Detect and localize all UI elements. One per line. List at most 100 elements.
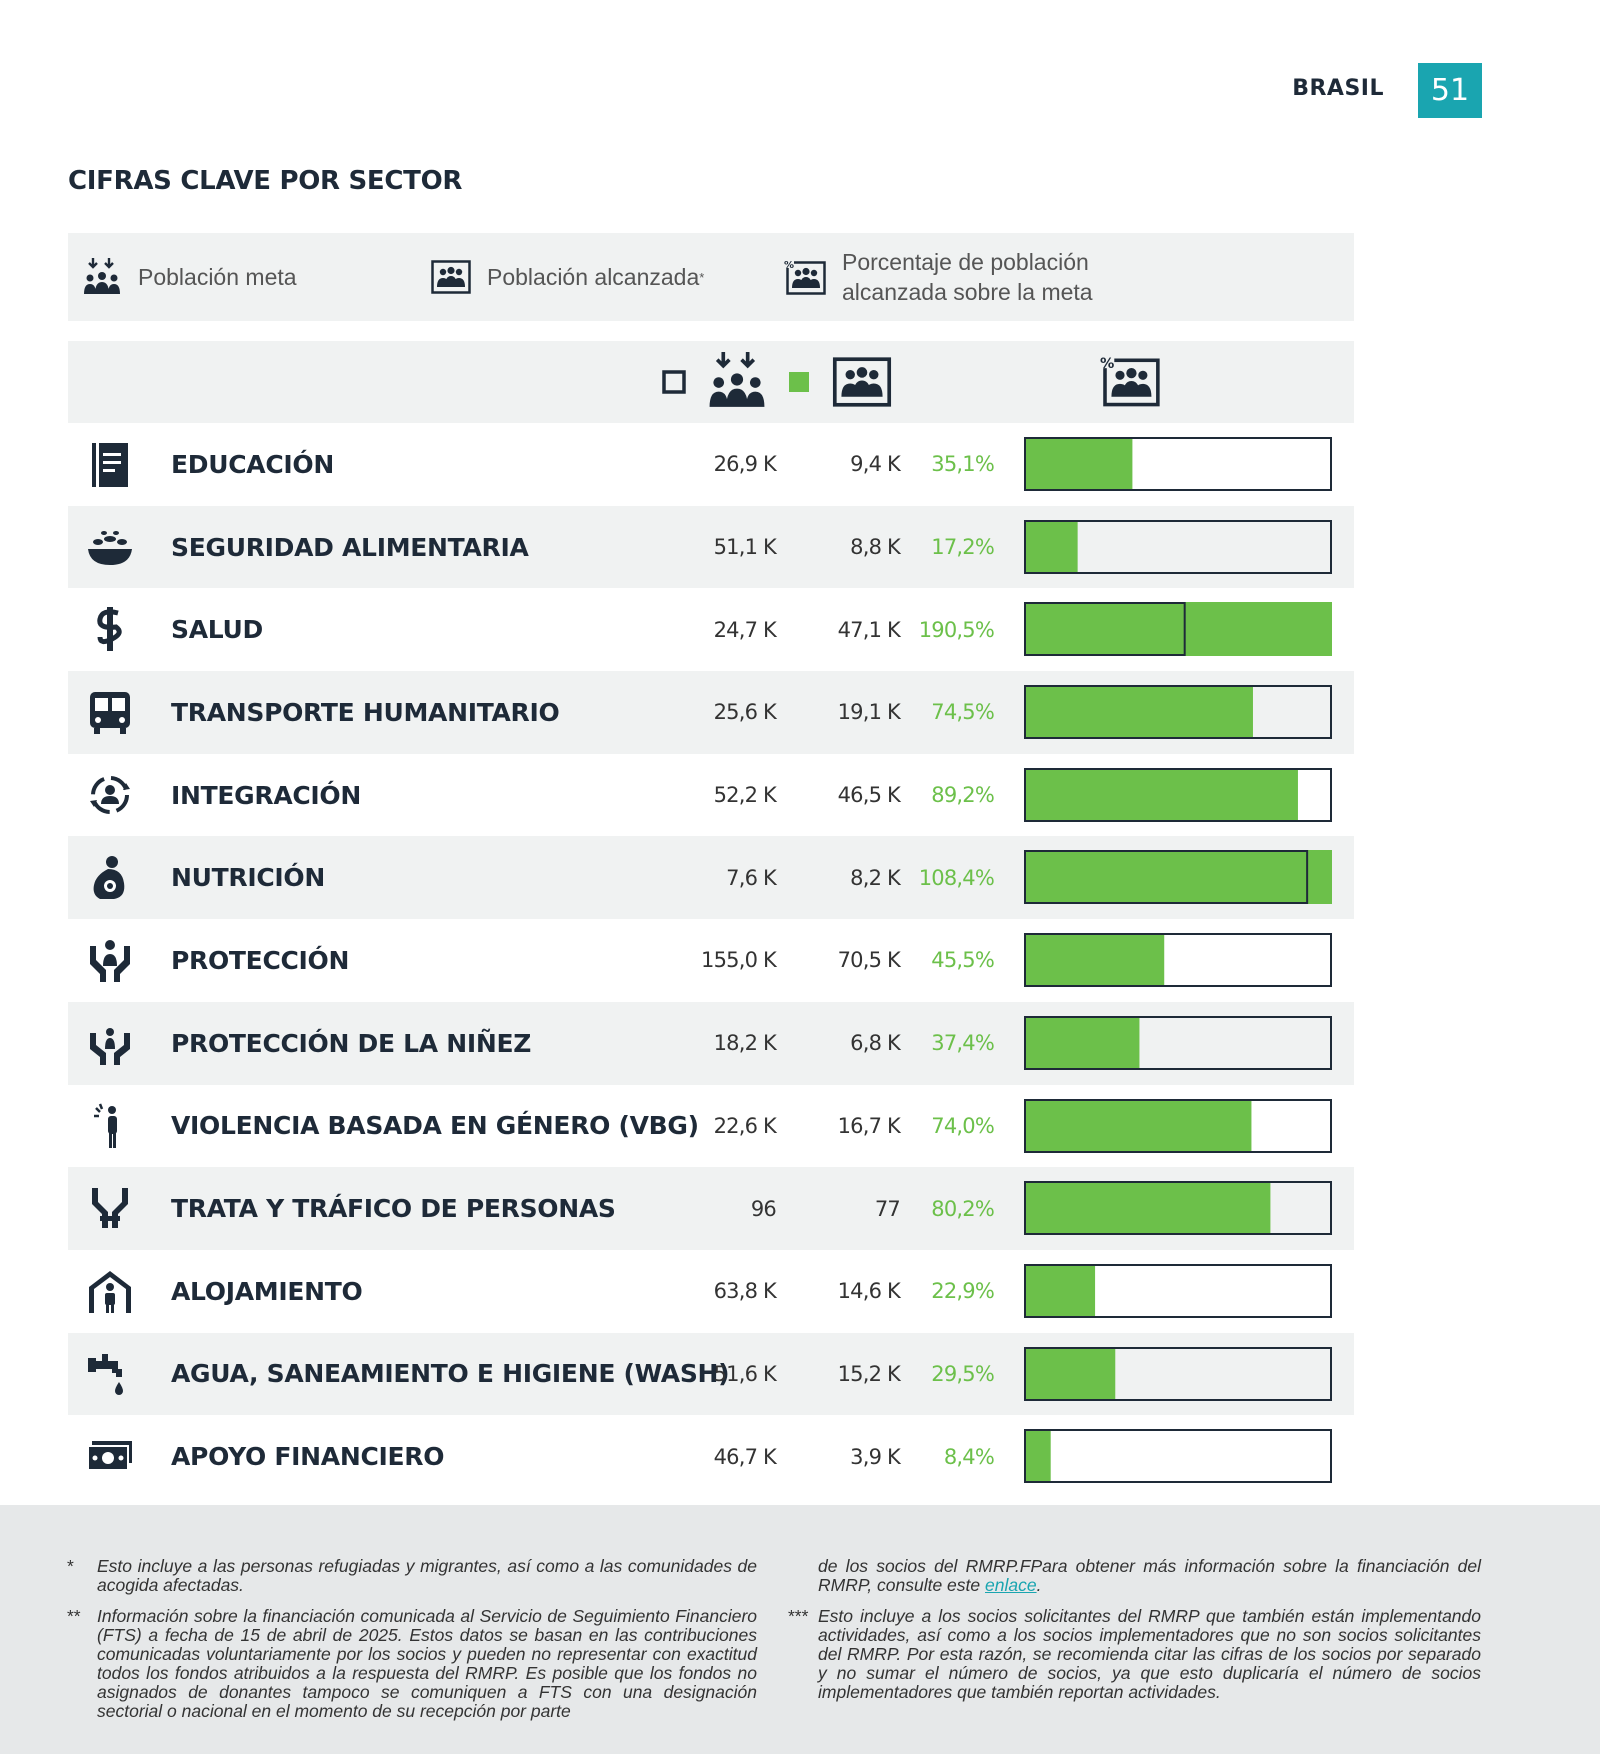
table-row: PROTECCIÓN 155,0 K 70,5 K 45,5% [68, 919, 1354, 1002]
footnote-2-text: Información sobre la financiación comuni… [97, 1606, 757, 1721]
progress-bar-fill [1025, 438, 1133, 490]
reached-population-value: 16,7 K [837, 1113, 901, 1138]
progress-bar-fill [1025, 686, 1253, 739]
protection-hands-icon [86, 936, 134, 984]
trafficking-hands-icon [86, 1184, 134, 1232]
progress-bar [1024, 1346, 1332, 1401]
table-row: ALOJAMIENTO 63,8 K 14,6 K 22,9% [68, 1250, 1354, 1333]
target-outline [1024, 519, 1332, 574]
sector-name: SALUD [171, 615, 263, 645]
reached-green-square-icon [789, 372, 809, 392]
reached-population-value: 46,5 K [837, 783, 901, 808]
percent-reached-value: 37,4% [931, 1031, 995, 1056]
svg-text:%: % [784, 260, 794, 271]
nutrition-mother-icon [86, 853, 134, 901]
target-population-value: 51,1 K [713, 535, 777, 560]
footnotes-panel: * Esto incluye a las personas refugiadas… [0, 1505, 1600, 1754]
progress-bar [1024, 850, 1332, 905]
percent-reached-value: 17,2% [931, 535, 995, 560]
target-population-value: 96 [750, 1196, 777, 1221]
footnote-2-cont-text: de los socios del RMRP.FPara obtener más… [818, 1556, 1481, 1595]
table-row: PROTECCIÓN DE LA NIÑEZ 18,2 K 6,8 K 37,4% [68, 1001, 1354, 1085]
target-square-icon [662, 370, 686, 394]
gbv-person-icon [86, 1102, 134, 1150]
target-population-value: 25,6 K [713, 700, 777, 725]
target-outline [1024, 933, 1332, 988]
table-row: SEGURIDAD ALIMENTARIA 51,1 K 8,8 K 17,2% [68, 505, 1354, 589]
progress-bar-fill [1025, 1264, 1096, 1317]
progress-bar-fill [1025, 934, 1165, 987]
legend-reached: Población alcanzada * [431, 233, 704, 321]
reached-population-icon [832, 357, 892, 407]
progress-bar [1024, 1015, 1332, 1070]
target-outline [1024, 1181, 1332, 1236]
percent-reached-icon: % [784, 259, 826, 295]
target-population-icon [84, 258, 120, 294]
country-label: BRASIL [1292, 76, 1384, 101]
percent-reached-value: 35,1% [931, 452, 995, 477]
sector-name: VIOLENCIA BASADA EN GÉNERO (VBG) [171, 1111, 699, 1141]
target-outline [1024, 1015, 1332, 1070]
reached-population-value: 15,2 K [837, 1361, 901, 1386]
table-row: INTEGRACIÓN 52,2 K 46,5 K 89,2% [68, 754, 1354, 837]
table-row: SALUD 24,7 K 47,1 K 190,5% [68, 588, 1354, 671]
sector-name: PROTECCIÓN [171, 945, 350, 975]
table-row: VIOLENCIA BASADA EN GÉNERO (VBG) 22,6 K 16… [68, 1085, 1354, 1168]
target-outline [1024, 1263, 1332, 1318]
sector-name: EDUCACIÓN [171, 449, 334, 479]
legend-reached-mark: * [699, 269, 705, 285]
table-row: TRANSPORTE HUMANITARIO 25,6 K 19,1 K 74,5% [68, 671, 1354, 754]
child-protection-icon [86, 1019, 134, 1067]
sector-name: AGUA, SANEAMIENTO E HIGIENE (WASH) [171, 1359, 730, 1389]
footnote-1-mark: * [67, 1556, 74, 1576]
progress-bar-fill [1024, 850, 1332, 905]
progress-bar [1024, 1429, 1332, 1484]
sector-name: NUTRICIÓN [171, 863, 325, 893]
percent-reached-value: 74,5% [931, 700, 995, 725]
reached-population-value: 19,1 K [837, 700, 901, 725]
target-population-value: 7,6 K [726, 865, 777, 890]
percent-reached-value: 190,5% [918, 617, 995, 642]
target-population-value: 63,8 K [713, 1279, 777, 1304]
percent-reached-value: 80,2% [931, 1196, 995, 1221]
table-row: AGUA, SANEAMIENTO E HIGIENE (WASH) 51,6 K… [68, 1332, 1354, 1416]
percent-reached-value: 89,2% [931, 783, 995, 808]
progress-bar-fill [1025, 768, 1298, 821]
progress-bar-fill [1025, 1347, 1116, 1400]
target-outline [1024, 767, 1332, 822]
table-row: APOYO FINANCIERO 46,7 K 3,9 K 8,4% [68, 1415, 1354, 1498]
sector-name: PROTECCIÓN DE LA NIÑEZ [171, 1028, 532, 1058]
reached-population-value: 6,8 K [850, 1031, 901, 1056]
target-population-value: 46,7 K [713, 1444, 777, 1469]
percent-reached-value: 74,0% [931, 1113, 995, 1138]
target-population-value: 22,6 K [713, 1113, 777, 1138]
reached-population-value: 9,4 K [850, 452, 901, 477]
target-population-value: 155,0 K [701, 948, 777, 973]
percent-reached-icon: % [1100, 355, 1160, 407]
progress-bar [1024, 602, 1332, 657]
progress-bar [1024, 437, 1332, 491]
book-icon [86, 440, 134, 488]
legend-percent-line1: Porcentaje de población [842, 249, 1089, 275]
table-row: TRATA Y TRÁFICO DE PERSONAS 96 77 80,2% [68, 1167, 1354, 1250]
target-population-value: 24,7 K [713, 617, 777, 642]
footnote-2-mark: ** [67, 1606, 81, 1626]
health-snake-icon [86, 605, 134, 653]
progress-bar [1024, 933, 1332, 988]
sector-table: EDUCACIÓN 26,9 K 9,4 K 35,1% SEGURIDAD ALIME… [68, 423, 1354, 1498]
reached-population-icon [431, 260, 471, 294]
cash-money-icon [86, 1432, 134, 1480]
legend-target: Población meta [82, 233, 297, 321]
footnote-3: *** Esto incluye a los socios solicitant… [788, 1606, 1481, 1702]
footnote-1: * Esto incluye a las personas refugiadas… [67, 1556, 757, 1595]
percent-reached-value: 8,4% [943, 1444, 995, 1469]
progress-bar-fill [1025, 1099, 1252, 1152]
footnote-link[interactable]: enlace [985, 1575, 1037, 1595]
footnote-1-text: Esto incluye a las personas refugiadas y… [97, 1556, 757, 1595]
legend-reached-label: Población alcanzada [487, 263, 700, 290]
footnote-3-text: Esto incluye a los socios solicitantes d… [818, 1606, 1481, 1702]
target-population-value: 26,9 K [713, 452, 777, 477]
integration-cycle-icon [86, 771, 134, 819]
percent-reached-value: 22,9% [931, 1279, 995, 1304]
reached-population-value: 8,8 K [850, 535, 901, 560]
